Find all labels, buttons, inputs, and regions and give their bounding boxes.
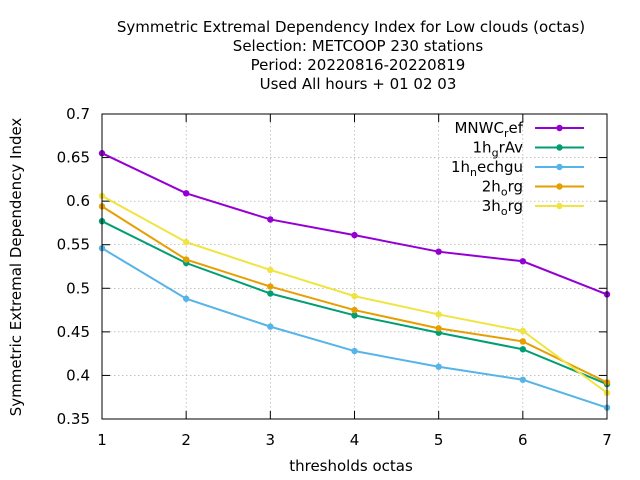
data-point: [351, 312, 358, 319]
data-point: [435, 325, 442, 332]
data-point: [182, 190, 190, 197]
data-point: [267, 283, 274, 290]
x-tick-label: 3: [266, 431, 276, 449]
data-point: [182, 256, 190, 263]
legend-swatch-point: [556, 183, 563, 190]
legend-swatch-point: [556, 163, 563, 171]
data-point: [267, 216, 274, 223]
x-tick-label: 2: [181, 431, 191, 449]
series-2: [98, 245, 611, 411]
y-tick-label: 0.65: [57, 149, 90, 167]
data-point: [182, 295, 190, 302]
legend-swatch-point: [556, 124, 563, 132]
y-tick-label: 0.4: [66, 366, 90, 384]
data-point: [351, 347, 358, 355]
data-point: [519, 327, 527, 335]
legend-item: 1hnechgu: [451, 158, 584, 179]
data-point: [267, 266, 274, 274]
legend-label: 3horg: [482, 197, 523, 218]
legend-item: 3horg: [482, 197, 584, 218]
series-3: [98, 203, 611, 386]
legend-label: 2horg: [482, 178, 523, 199]
data-point: [435, 363, 442, 370]
legend-label: 1hnechgu: [451, 158, 523, 179]
series-line: [101, 247, 608, 409]
chart-title-line-1: Symmetric Extremal Dependency Index for …: [117, 18, 585, 36]
legend-label: 1hgrAv: [473, 139, 524, 160]
data-point: [519, 338, 527, 345]
y-axis-label: Symmetric Extremal Dependency Index: [7, 118, 25, 417]
chart-title-line-2: Selection: METCOOP 230 stations: [233, 37, 484, 55]
legend-item: 1hgrAv: [473, 139, 584, 160]
legend-item: 2horg: [482, 178, 584, 199]
series-1: [98, 217, 611, 388]
y-tick-label: 0.45: [57, 323, 90, 341]
y-tick-label: 0.55: [57, 236, 90, 254]
data-point: [351, 231, 358, 239]
data-point: [267, 323, 274, 330]
data-point: [519, 258, 527, 265]
data-point: [182, 238, 190, 246]
x-axis-label: thresholds octas: [289, 457, 413, 475]
x-tick-label: 1: [97, 431, 107, 449]
legend-swatch-point: [556, 202, 563, 210]
data-point: [351, 306, 358, 314]
series-group: [98, 150, 611, 411]
chart-title: Symmetric Extremal Dependency Index for …: [117, 18, 585, 93]
chart-title-line-3: Period: 20220816-20220819: [251, 56, 466, 74]
data-point: [351, 292, 358, 300]
legend-swatch-point: [556, 144, 563, 151]
grid-lines: [102, 114, 607, 419]
plot-frame: [101, 113, 608, 420]
data-point: [435, 248, 442, 255]
legend-label: MNWCref: [454, 119, 523, 140]
x-tick-label: 5: [434, 431, 444, 449]
data-point: [519, 346, 527, 353]
chart-title-line-4: Used All hours + 01 02 03: [260, 75, 457, 93]
legend-item: MNWCref: [454, 119, 584, 140]
data-point: [519, 376, 527, 383]
y-tick-label: 0.7: [66, 105, 90, 123]
y-tick-label: 0.35: [57, 410, 90, 428]
x-tick-label: 4: [350, 431, 360, 449]
series-4: [98, 192, 611, 397]
data-point: [435, 311, 442, 318]
x-tick-label: 6: [518, 431, 528, 449]
y-tick-label: 0.6: [66, 192, 90, 210]
x-tick-label: 7: [602, 431, 612, 449]
y-tick-label: 0.5: [66, 279, 90, 297]
axis-ticks: 0.35 0.4 0.45 0.5 0.55 0.6 0.65 0.7 1 2 3 4 5 6 7: [57, 105, 612, 449]
data-point: [267, 290, 274, 297]
